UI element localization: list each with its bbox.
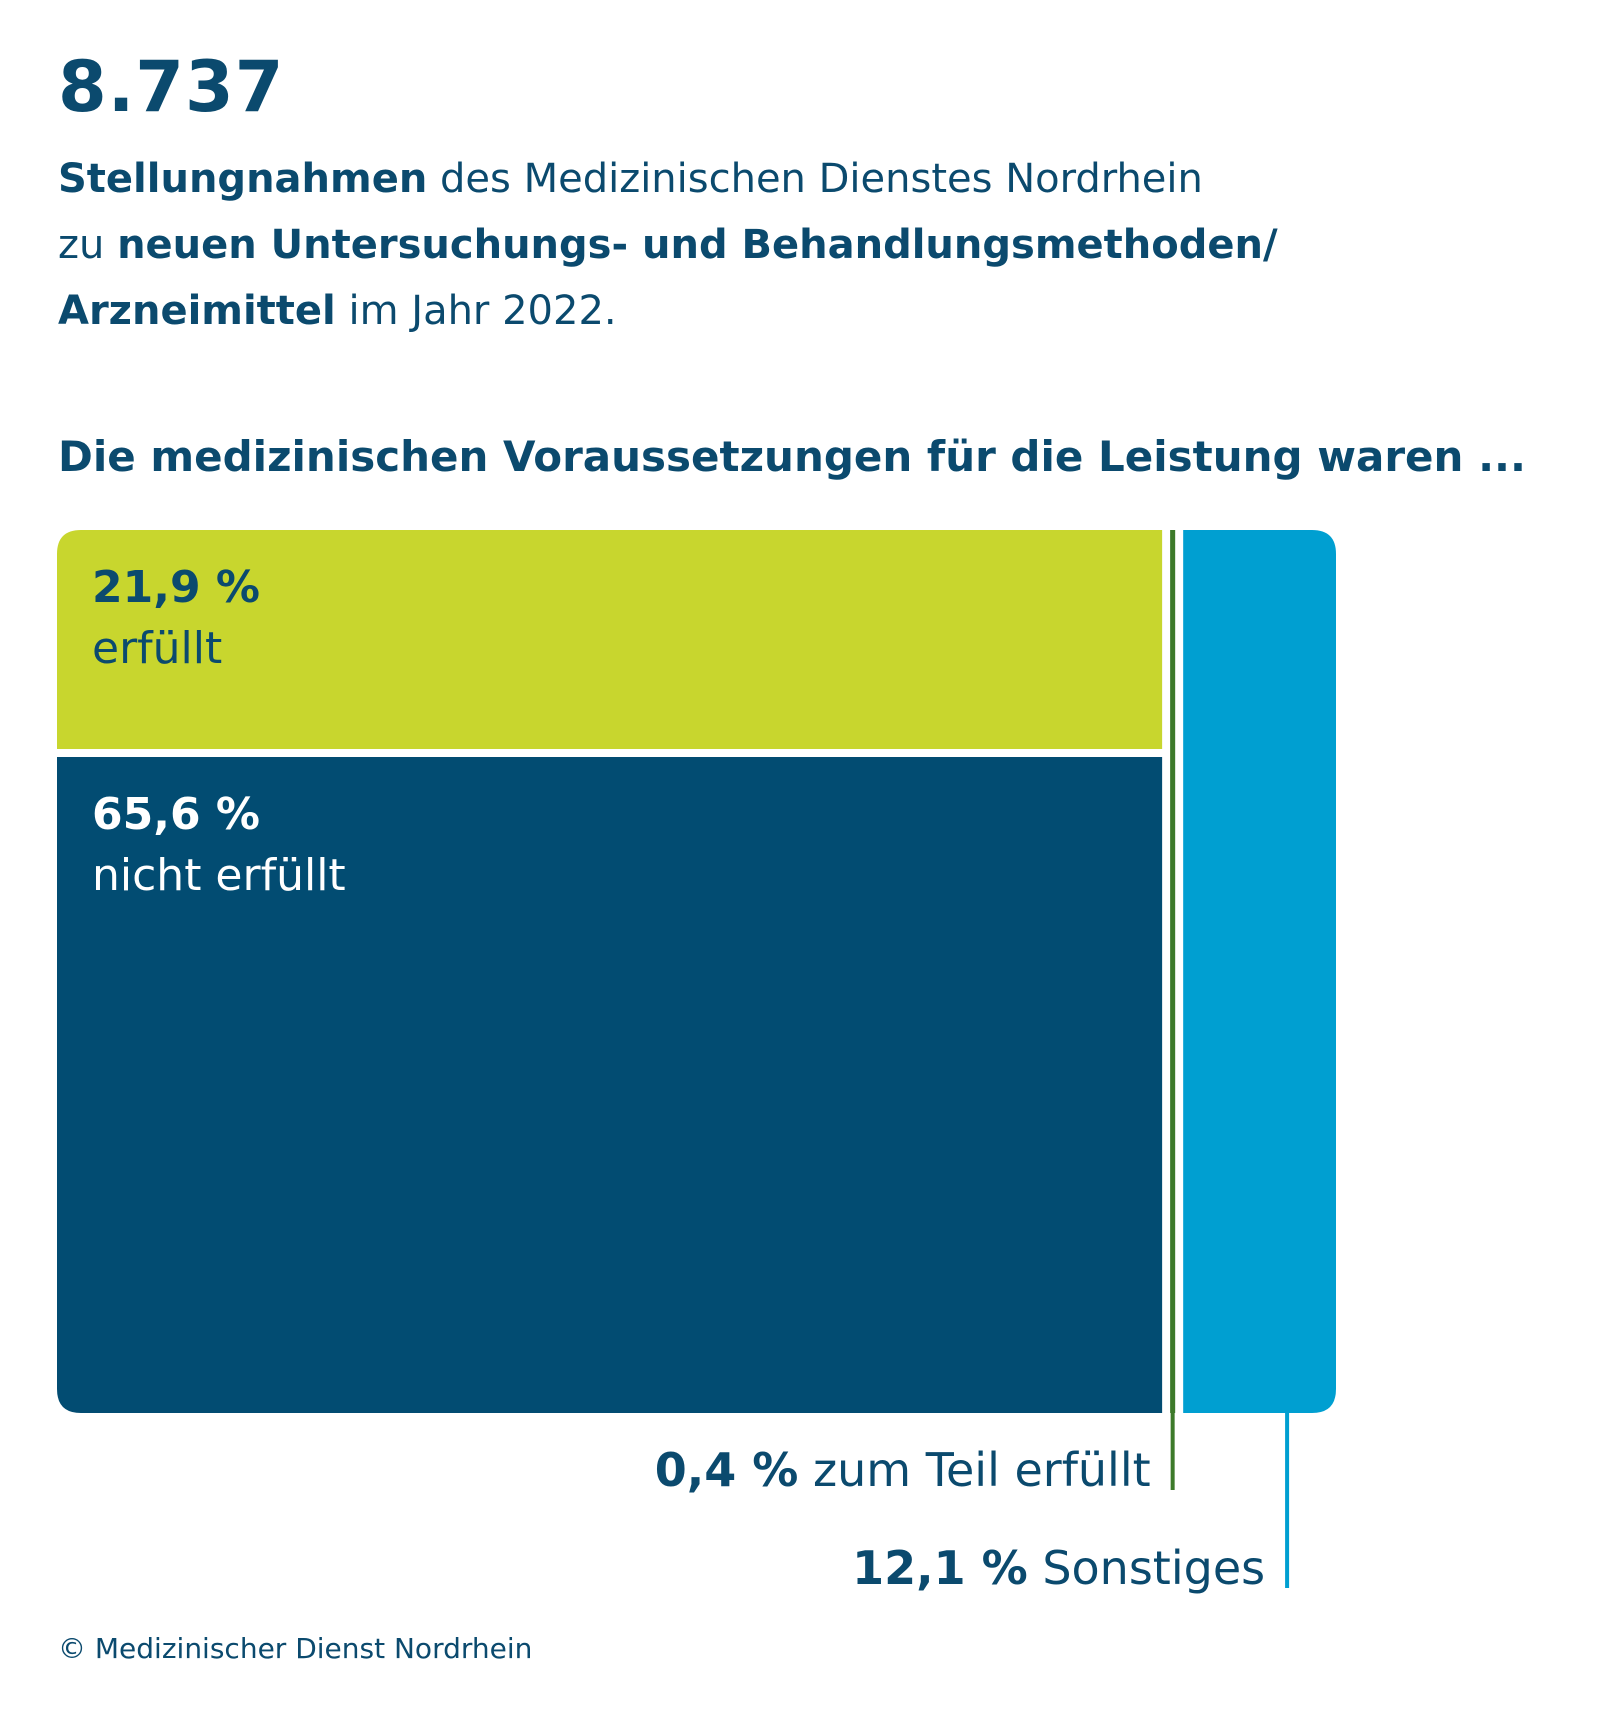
- label-zum-teil-erfuellt-value: 0,4 %: [655, 1443, 799, 1497]
- bar-segment-sonstiges: [1183, 530, 1336, 1413]
- headline-rest-1: des Medizinischen Dienstes Nordrhein: [427, 156, 1203, 202]
- copyright-notice: © Medizinischer Dienst Nordrhein: [58, 1632, 533, 1665]
- label-text-nicht-erfuellt: nicht erfüllt: [92, 850, 346, 901]
- label-value-erfuellt: 21,9 %: [92, 562, 260, 613]
- chart-question: Die medizinischen Voraussetzungen für di…: [58, 432, 1526, 481]
- headline-rest-3: im Jahr 2022.: [335, 288, 617, 334]
- headline-start-2: zu: [58, 222, 118, 268]
- headline-bold-1: Stellungnahmen: [58, 156, 428, 202]
- label-sonstiges-value: 12,1 %: [852, 1541, 1028, 1595]
- label-value-nicht-erfuellt: 65,6 %: [92, 789, 260, 840]
- bar-segment-zum-teil-erfuellt: [1170, 530, 1176, 1413]
- headline-number: 8.737: [58, 46, 285, 128]
- label-zum-teil-erfuellt-text: zum Teil erfüllt: [798, 1443, 1150, 1497]
- bar-segment-erfuellt: [57, 530, 1163, 749]
- bar-segment-nicht-erfuellt: [57, 757, 1163, 1413]
- label-sonstiges-text: Sonstiges: [1028, 1541, 1265, 1595]
- headline-text: Stellungnahmen des Medizinischen Dienste…: [58, 146, 1458, 344]
- label-sonstiges: 12,1 % Sonstiges: [852, 1541, 1265, 1595]
- label-text-erfuellt: erfüllt: [92, 623, 222, 674]
- headline-bold-3: Arzneimittel: [58, 288, 336, 334]
- label-zum-teil-erfuellt: 0,4 % zum Teil erfüllt: [655, 1443, 1151, 1497]
- headline-bold-2: neuen Untersuchungs- und Behandlungsmeth…: [117, 222, 1278, 268]
